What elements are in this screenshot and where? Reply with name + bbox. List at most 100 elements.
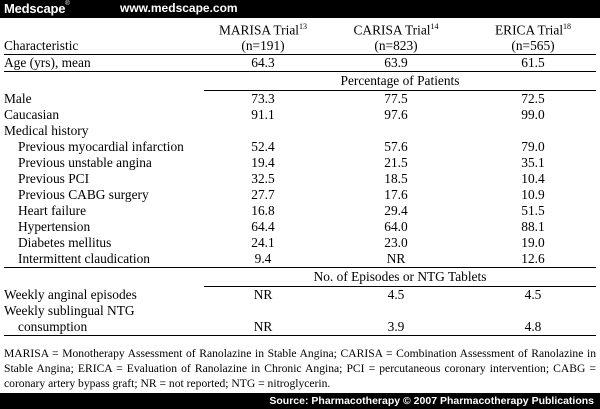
trial-n: (n=823)	[374, 38, 418, 54]
section-row-percentage: Percentage of Patients	[4, 71, 596, 92]
col-header-carisa: CARISA Trial14 (n=823)	[322, 19, 470, 56]
cell-value: 32.5	[251, 171, 275, 187]
spacer-cell	[322, 303, 470, 319]
cell-value: NR	[386, 251, 406, 267]
table-row-weekly-episodes: Weekly anginal episodes NR 4.5 4.5	[4, 287, 596, 304]
section-row-episodes: No. of Episodes or NTG Tablets	[4, 267, 596, 288]
row-label: Hypertension	[18, 219, 91, 235]
trial-ref: 18	[563, 22, 572, 31]
row-label: Male	[4, 91, 32, 107]
spacer-cell	[204, 303, 322, 319]
row-label: Previous CABG surgery	[18, 187, 149, 203]
cell-value: 63.9	[384, 55, 408, 71]
table-row-caucasian: Caucasian 91.1 97.6 99.0	[4, 107, 596, 123]
cell-value: 61.5	[521, 55, 545, 71]
cell-value: 18.5	[384, 171, 408, 187]
brand-mark: ®	[65, 1, 70, 7]
cell-value: 64.3	[251, 55, 275, 71]
table-header-row: Characteristic MARISA Trial13 (n=191) CAR…	[4, 19, 596, 56]
cell-value: 3.9	[322, 319, 470, 337]
table-row: Previous myocardial infarction 52.4 57.6…	[4, 139, 596, 155]
cell-value: 64.0	[384, 219, 408, 235]
section-header-episodes: No. of Episodes or NTG Tablets	[204, 267, 596, 288]
footer-bar: Source: Pharmacotherapy © 2007 Pharmacot…	[0, 393, 600, 409]
table-row: Intermittent claudication 9.4 NR 12.6	[4, 251, 596, 268]
cell-value: 99.0	[521, 107, 545, 123]
medscape-logo[interactable]: Medscape®	[4, 1, 70, 16]
cell-value: 35.1	[521, 155, 545, 171]
cell-value: 4.5	[524, 287, 542, 303]
row-label: Caucasian	[4, 107, 60, 123]
table-row-medical-history: Medical history	[4, 123, 596, 139]
cell-value: 72.5	[521, 91, 545, 107]
table-row: Previous PCI 32.5 18.5 10.4	[4, 171, 596, 187]
cell-value: 24.1	[251, 235, 275, 251]
site-link[interactable]: www.medscape.com	[120, 1, 238, 15]
cell-value: NR	[253, 287, 273, 303]
table-row: Diabetes mellitus 24.1 23.0 19.0	[4, 235, 596, 251]
row-label: Weekly sublingual NTG	[4, 303, 135, 319]
cell-value: 51.5	[521, 203, 545, 219]
trial-name: ERICA Trial	[494, 22, 564, 38]
table-row: Heart failure 16.8 29.4 51.5	[4, 203, 596, 219]
table-row-weekly-ntg-line1: Weekly sublingual NTG	[4, 303, 596, 319]
cell-value: 73.3	[251, 91, 275, 107]
trial-ref: 14	[430, 22, 439, 31]
spacer-cell	[470, 303, 596, 319]
table-row: Previous unstable angina 19.4 21.5 35.1	[4, 155, 596, 171]
spacer-cell	[4, 71, 204, 91]
cell-value: 97.6	[384, 107, 408, 123]
cell-value: 79.0	[521, 139, 545, 155]
cell-value: 19.0	[521, 235, 545, 251]
cell-value: 27.7	[251, 187, 275, 203]
cell-value: 10.4	[521, 171, 545, 187]
source-credit: Source: Pharmacotherapy © 2007 Pharmacot…	[269, 395, 594, 407]
trial-n: (n=191)	[241, 38, 285, 54]
cell-value: 64.4	[251, 219, 275, 235]
table-row-age: Age (yrs), mean 64.3 63.9 61.5	[4, 55, 596, 72]
table-row: Previous CABG surgery 27.7 17.6 10.9	[4, 187, 596, 203]
trial-name: CARISA Trial	[353, 22, 431, 38]
spacer-cell	[4, 267, 204, 287]
col-header-marisa: MARISA Trial13 (n=191)	[204, 19, 322, 56]
table-row-weekly-ntg: consumption NR 3.9 4.8	[4, 319, 596, 337]
col-header-erica: ERICA Trial18 (n=565)	[470, 19, 596, 56]
cell-value: 12.6	[521, 251, 545, 267]
table-footnote: MARISA = Monotherapy Assessment of Ranol…	[4, 347, 596, 390]
cell-value: 9.4	[254, 251, 272, 267]
cell-value: 17.6	[384, 187, 408, 203]
cell-value: 23.0	[384, 235, 408, 251]
row-label: consumption	[4, 319, 204, 337]
cell-value: 88.1	[521, 219, 545, 235]
cell-value: 91.1	[251, 107, 275, 123]
cell-value: 21.5	[384, 155, 408, 171]
section-header-percentage: Percentage of Patients	[204, 71, 596, 92]
cell-value: 77.5	[384, 91, 408, 107]
cell-value: 4.8	[470, 319, 596, 337]
col-header-characteristic: Characteristic	[4, 19, 204, 56]
baseline-characteristics-table: Characteristic MARISA Trial13 (n=191) CAR…	[4, 19, 596, 337]
row-label: Intermittent claudication	[18, 251, 150, 267]
row-label: Previous myocardial infarction	[18, 139, 184, 155]
cell-value: 52.4	[251, 139, 275, 155]
row-label: Previous unstable angina	[18, 155, 152, 171]
cell-value: 29.4	[384, 203, 408, 219]
row-label: Diabetes mellitus	[18, 235, 112, 251]
trial-n: (n=565)	[511, 38, 555, 54]
header-bar: Medscape® www.medscape.com	[0, 0, 600, 18]
brand-text: Medscape	[4, 1, 66, 16]
row-label: Weekly anginal episodes	[4, 287, 137, 303]
row-label: Heart failure	[18, 203, 87, 219]
cell-value: 57.6	[384, 139, 408, 155]
row-label: Medical history	[4, 123, 89, 139]
cell-value: NR	[204, 319, 322, 337]
row-label: Age (yrs), mean	[4, 55, 91, 71]
cell-value: 4.5	[387, 287, 405, 303]
trial-name: MARISA Trial	[218, 22, 299, 38]
cell-value: 16.8	[251, 203, 275, 219]
trial-ref: 13	[299, 22, 307, 31]
cell-value: 19.4	[251, 155, 275, 171]
table-row-male: Male 73.3 77.5 72.5	[4, 91, 596, 108]
table-row: Hypertension 64.4 64.0 88.1	[4, 219, 596, 235]
row-label: Previous PCI	[18, 171, 90, 187]
